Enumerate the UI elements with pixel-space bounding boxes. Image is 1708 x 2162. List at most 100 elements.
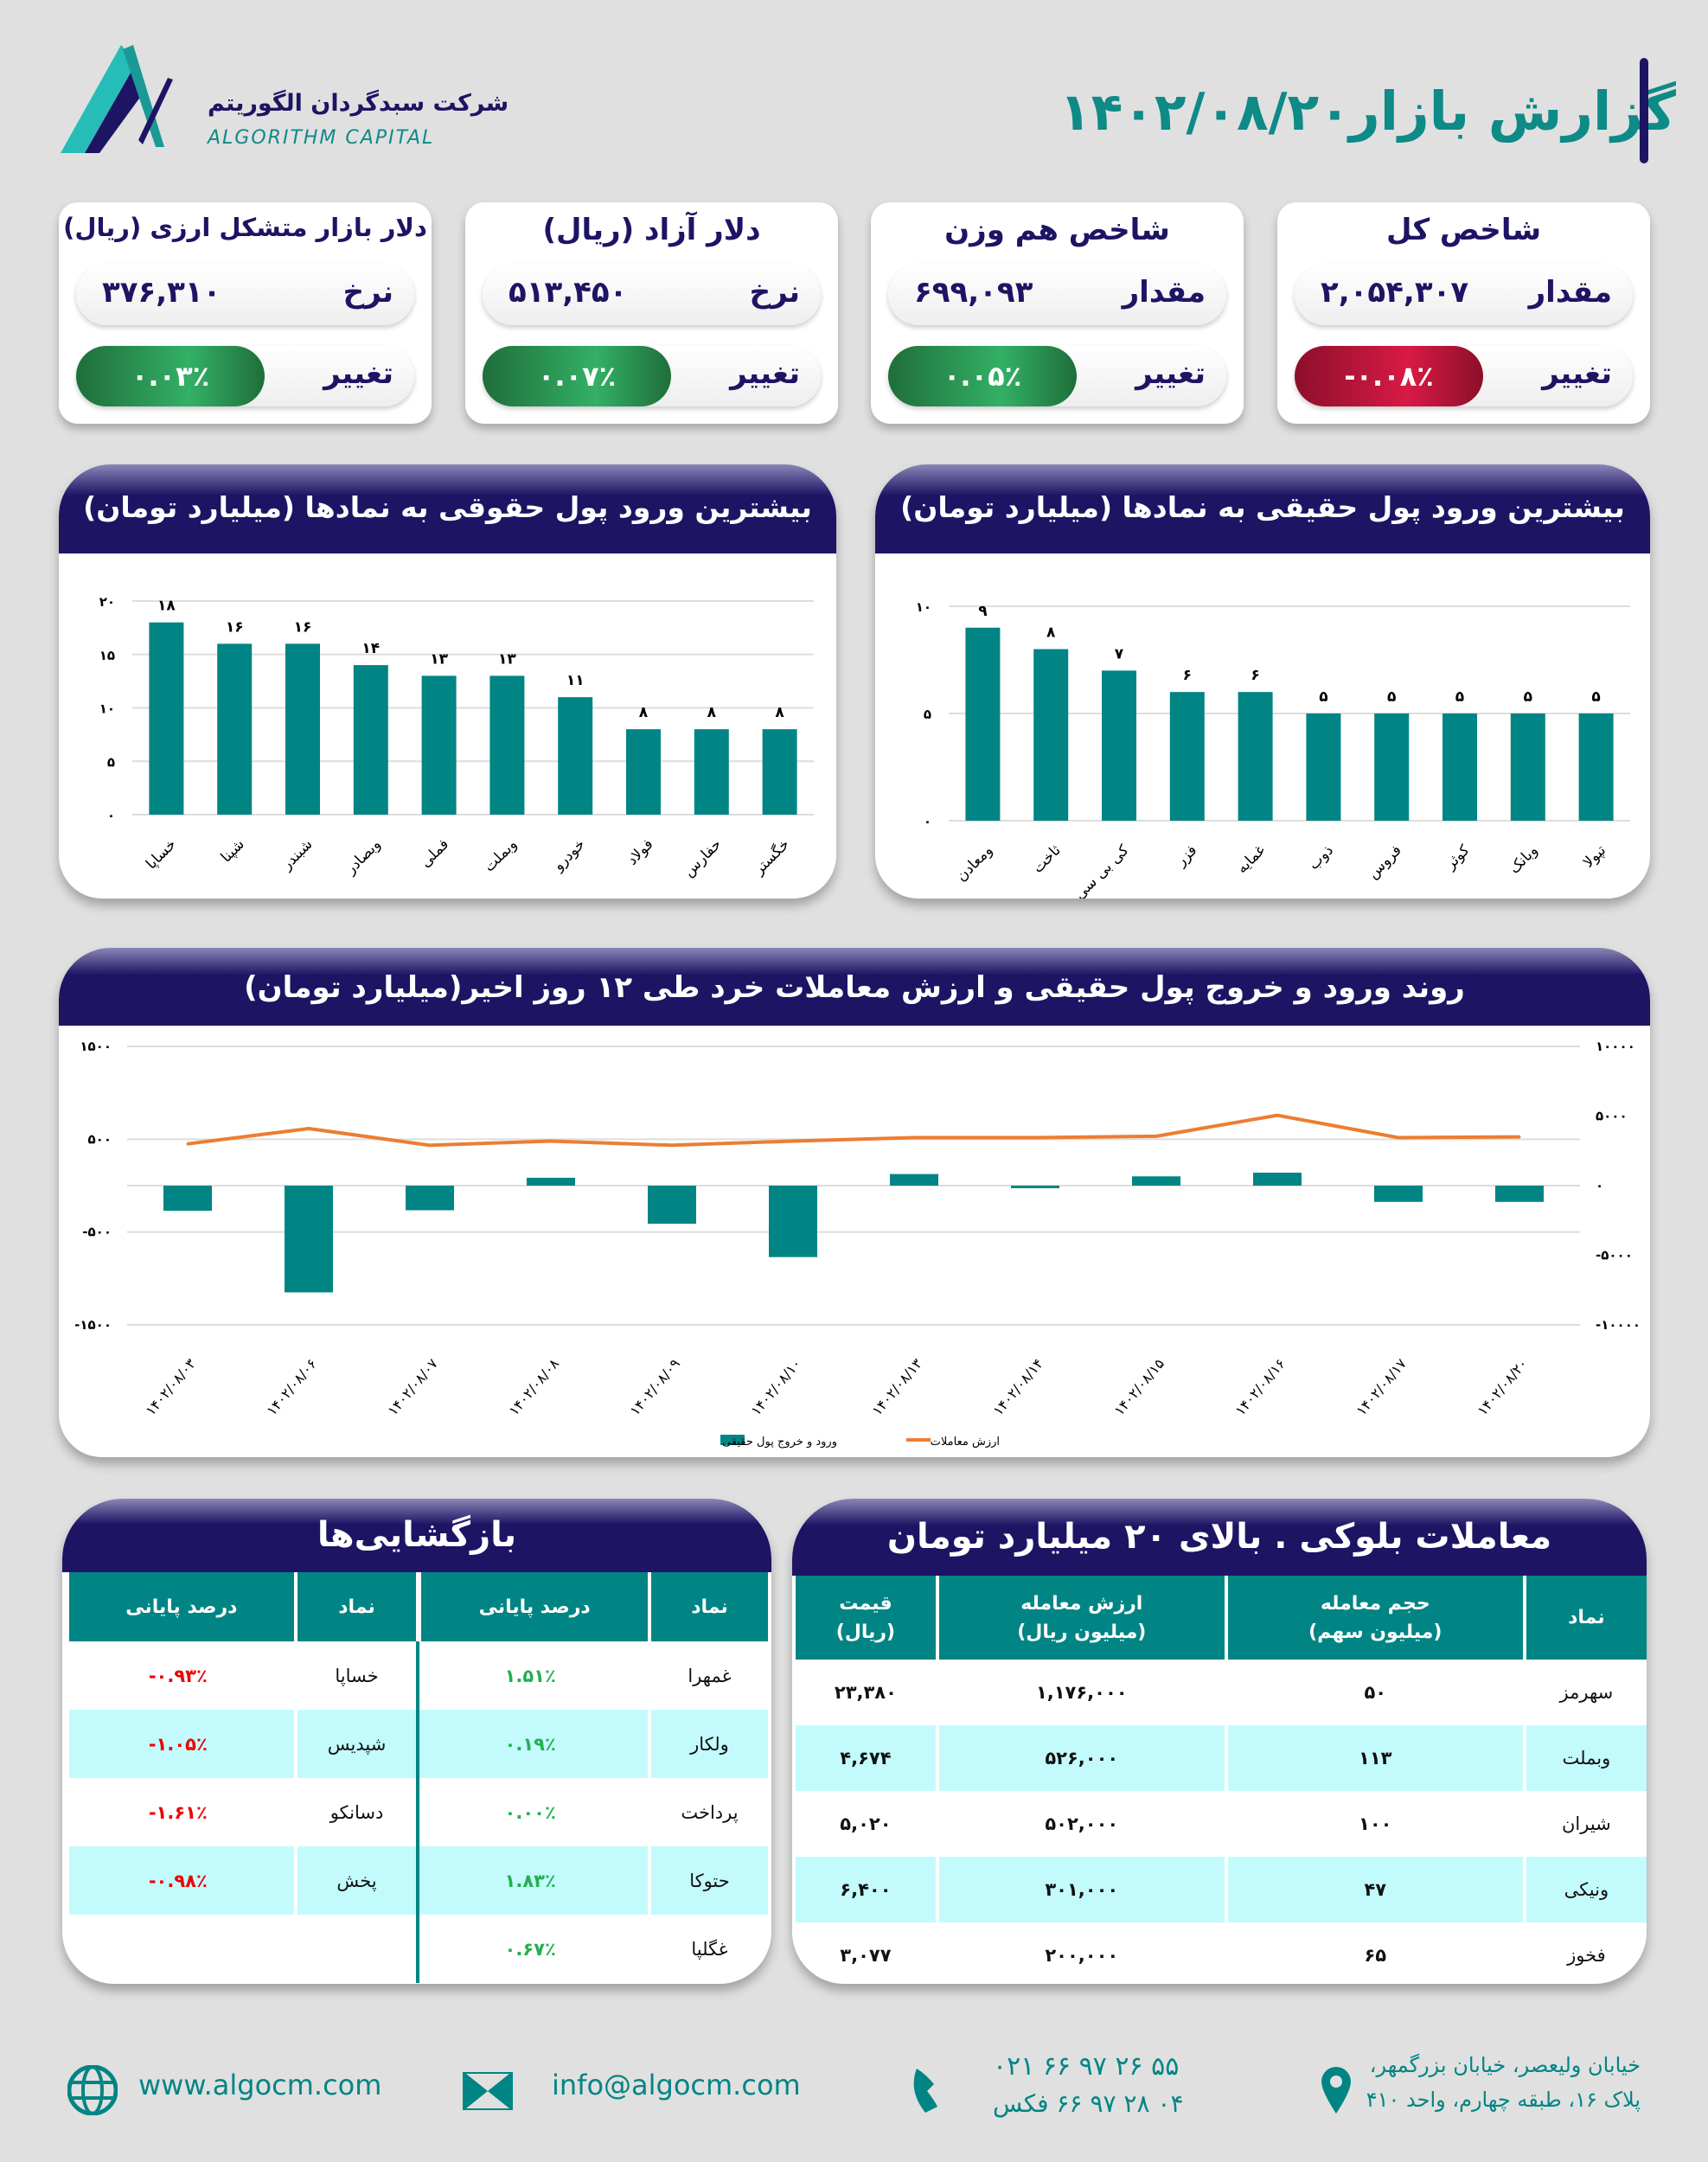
value-cell: ۵,۰۲۰ <box>792 1791 936 1857</box>
bar <box>353 665 388 815</box>
data-label: ۱۱ <box>566 672 585 689</box>
value-text: ۲,۰۵۴,۳۰۷ <box>1321 275 1469 310</box>
flow-bar <box>1374 1186 1423 1202</box>
change-pill: تغییر ۰.۰۵٪ <box>888 346 1226 406</box>
report-date: ۱۴۰۲/۰۸/۲۰ <box>1059 82 1351 143</box>
market-card: دلار بازار متشکل ارزی (ریال) نرخ ۳۷۶,۳۱۰ تغ… <box>59 202 432 424</box>
symbol-cell: غمهرا <box>647 1641 768 1710</box>
x-tick-label: غمایه <box>1233 841 1269 877</box>
header-line: ارزش معامله <box>1020 1592 1143 1615</box>
table-row: حتوکا ۱.۸۳٪ پخش -۰.۹۸٪ <box>66 1846 768 1915</box>
x-tick-label: ۱۴۰۲/۰۸/۱۰ <box>747 1355 804 1418</box>
y-tick-label: ۲۰ <box>99 594 115 610</box>
company-logo: شرکت سبدگردان الگوریتم ALGORITHM CAPITAL <box>61 45 509 157</box>
symbol-cell: سهرمز <box>1522 1660 1647 1725</box>
column-header: قیمت (ریال) <box>792 1576 936 1660</box>
data-label: ۹ <box>978 603 988 620</box>
line-point <box>670 1143 674 1147</box>
y-right-tick-label: -۵۰۰۰ <box>1596 1248 1633 1263</box>
data-label: ۸ <box>1046 624 1056 642</box>
table-row: غمهرا ۱.۵۱٪ خساپا -۰.۹۳٪ <box>66 1641 768 1710</box>
data-label: ۵ <box>1387 688 1396 706</box>
company-name-fa: شرکت سبدگردان الگوریتم <box>208 90 509 117</box>
value-label: مقدار <box>1122 275 1206 310</box>
card-title: دلار آزاد (ریال) <box>542 213 761 247</box>
reopenings-title: بازگشایی‌ها <box>62 1499 771 1572</box>
bar <box>965 627 1001 821</box>
x-tick-label: تپولا <box>1580 841 1609 871</box>
symbol-cell: وبملت <box>1522 1725 1647 1791</box>
data-label: ۸ <box>775 704 784 721</box>
table-row: ولکار ۰.۱۹٪ شپدیس -۱.۰۵٪ <box>66 1710 768 1778</box>
header-unit: (ریال) <box>835 1621 896 1643</box>
header-line: حجم معامله <box>1320 1592 1430 1615</box>
value-cell: ۳۰۱,۰۰۰ <box>935 1857 1225 1922</box>
flow-bar <box>285 1186 333 1293</box>
phone-number[interactable]: ۰۲۱ ۶۶ ۹۷ ۲۶ ۵۵ <box>993 2051 1180 2082</box>
value-text: ۳۷۶,۳۱۰ <box>102 275 221 310</box>
y-left-tick-label: -۱۵۰۰ <box>74 1317 112 1333</box>
x-tick-label: ۱۴۰۲/۰۸/۲۰ <box>1474 1355 1531 1418</box>
value-cell: ۵۰ <box>1224 1660 1523 1725</box>
symbol-cell: ونیکی <box>1522 1857 1647 1922</box>
trend-chart-panel: روند ورود و خروج پول حقیقی و ارزش معاملا… <box>59 948 1650 1457</box>
website-link[interactable]: www.algocm.com <box>138 2069 382 2101</box>
card-title: شاخص کل <box>1385 213 1542 247</box>
column-header: نماد <box>1522 1576 1647 1660</box>
percent-cell: ۱.۸۳٪ <box>416 1846 648 1915</box>
x-tick-label: کی بی سی <box>1071 841 1134 899</box>
flow-bar <box>1253 1172 1302 1186</box>
reopenings-table: نماد درصد پایانی نماد درصد پایانی غمهرا ۱.۵۱… <box>66 1572 768 1983</box>
symbol-cell: پرداخت <box>647 1778 768 1846</box>
flow-bar <box>1132 1176 1180 1186</box>
header-unit: (میلیون ریال) <box>1017 1621 1147 1643</box>
card-title: شاخص هم وزن <box>944 213 1170 247</box>
value-cell: ۱۱۳ <box>1224 1725 1523 1791</box>
value-cell: ۴,۶۷۴ <box>792 1725 936 1791</box>
flow-bar <box>648 1186 696 1225</box>
percent-cell: ۰.۰۰٪ <box>416 1778 648 1846</box>
value-cell: ۶۵ <box>1224 1922 1523 1984</box>
value-label: مقدار <box>1528 275 1612 310</box>
y-left-tick-label: ۵۰۰ <box>88 1131 112 1147</box>
bar <box>1374 713 1410 821</box>
y-left-tick-label: -۵۰۰ <box>82 1225 112 1240</box>
x-tick-label: ۱۴۰۲/۰۸/۰۹ <box>626 1355 683 1418</box>
market-card: دلار آزاد (ریال) نرخ ۵۱۳,۴۵۰ تغییر ۰.۰۷٪ <box>465 202 838 424</box>
data-label: ۸ <box>639 704 649 721</box>
bar <box>1443 713 1477 821</box>
symbol-cell: خساپا <box>293 1641 417 1710</box>
individual-inflow-chart-panel: بیشترین ورود پول حقیقی به نمادها (میلیار… <box>875 464 1650 899</box>
x-tick-label: شبندر <box>278 835 316 873</box>
y-tick-label: ۱۰ <box>916 599 931 615</box>
table-row: غگلپا ۰.۶۷٪ <box>66 1915 768 1983</box>
bar <box>1033 649 1069 821</box>
percent-cell: -۱.۶۱٪ <box>66 1778 294 1846</box>
email-link[interactable]: info@algocm.com <box>552 2069 801 2101</box>
change-label: تغییر <box>730 356 800 391</box>
y-tick-label: ۵ <box>107 754 115 770</box>
percent-cell: ۰.۶۷٪ <box>416 1915 648 1983</box>
flow-bar <box>163 1186 212 1211</box>
value-cell: ۴۷ <box>1224 1857 1523 1922</box>
data-label: ۵ <box>1591 688 1600 706</box>
header-line: قیمت <box>839 1592 892 1615</box>
percent-cell <box>66 1915 294 1983</box>
footer: www.algocm.com info@algocm.com ۰۲۱ ۶۶ ۹۷… <box>0 2051 1708 2136</box>
y-tick-label: ۰ <box>107 808 115 823</box>
market-card: شاخص کل مقدار ۲,۰۵۴,۳۰۷ تغییر -۰.۰۸٪ <box>1277 202 1650 424</box>
legal-inflow-bar-chart: ۰ ۵ ۱۰ ۱۵ ۲۰ ۱۸ خساپا ۱۶ شپنا ۱۶ شبندر ۱۴ وبصادر ۱۳ فم… <box>99 594 814 880</box>
table-row: وبملت ۱۱۳ ۵۲۶,۰۰۰ ۴,۶۷۴ <box>792 1725 1647 1791</box>
value-cell: ۶,۴۰۰ <box>792 1857 936 1922</box>
line-point <box>1518 1135 1521 1139</box>
change-pill: تغییر -۰.۰۸٪ <box>1295 346 1633 406</box>
bar <box>694 729 729 815</box>
data-label: ۱۸ <box>157 598 176 615</box>
flow-bar <box>527 1177 575 1186</box>
y-tick-label: ۰ <box>924 814 931 829</box>
x-tick-label: وبملت <box>481 835 521 875</box>
flow-bar <box>1011 1186 1059 1188</box>
chart-title: روند ورود و خروج پول حقیقی و ارزش معاملا… <box>59 948 1650 1026</box>
line-point <box>912 1135 916 1139</box>
bar <box>1102 670 1136 821</box>
